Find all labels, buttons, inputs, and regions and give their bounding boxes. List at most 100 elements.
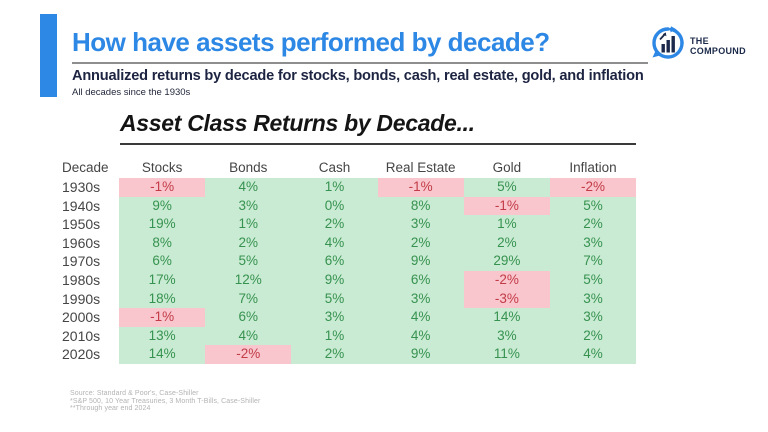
value-cell: 4%	[205, 326, 292, 346]
value-cell: 3%	[377, 289, 464, 309]
value-cell: 2%	[377, 233, 464, 253]
source-note-line: **Through year end 2024	[70, 405, 151, 413]
table-row: 1990s 18% 7% 5% 3% -3% 3%	[62, 289, 637, 309]
value-cell: 19%	[119, 215, 206, 234]
brand-name-line2: COMPOUND	[690, 45, 746, 56]
value-cell: 2%	[463, 233, 550, 253]
value-cell: 11%	[463, 345, 550, 364]
table-row: 2000s -1% 6% 3% 4% 14% 3%	[62, 308, 637, 327]
value-cell: 14%	[463, 308, 550, 327]
table-body: 1930s -1% 4% 1% -1% 5% -2% 1940s 9% 3% 0% 8% -1% 5% 19…	[62, 178, 637, 364]
value-cell: 18%	[119, 289, 206, 309]
chart-title-divider	[120, 143, 636, 145]
value-cell: -1%	[377, 178, 464, 197]
value-cell: 3%	[291, 308, 378, 327]
table-row: 1960s 8% 2% 4% 2% 2% 3%	[62, 233, 637, 253]
decade-cell: 2000s	[62, 308, 119, 327]
decade-cell: 2020s	[62, 345, 119, 364]
table-row: 1940s 9% 3% 0% 8% -1% 5%	[62, 196, 637, 216]
value-cell: 2%	[549, 326, 637, 346]
column-header: Cash	[318, 160, 351, 175]
value-cell: -3%	[463, 289, 550, 309]
decade-cell: 1980s	[62, 270, 119, 290]
table-row: 1930s -1% 4% 1% -1% 5% -2%	[62, 178, 637, 197]
value-cell: 6%	[119, 252, 206, 271]
brand-name-line1: THE	[690, 35, 709, 46]
value-cell: 3%	[205, 196, 292, 216]
decade-cell: 1930s	[62, 178, 119, 197]
table-row: 2020s 14% -2% 2% 9% 11% 4%	[62, 345, 637, 364]
value-cell: 5%	[549, 196, 637, 216]
value-cell: 7%	[205, 289, 292, 309]
value-cell: 5%	[205, 252, 292, 271]
value-cell: 3%	[549, 289, 637, 309]
column-header: Inflation	[569, 160, 617, 175]
value-cell: 2%	[291, 345, 378, 364]
column-header: Stocks	[141, 160, 183, 175]
value-cell: 1%	[205, 215, 292, 234]
column-header: Decade	[62, 160, 109, 175]
value-cell: 2%	[205, 233, 292, 253]
value-cell: 4%	[205, 178, 292, 197]
column-header: Bonds	[229, 160, 268, 175]
value-cell: -2%	[205, 345, 292, 364]
value-cell: 5%	[463, 178, 550, 197]
value-cell: -1%	[119, 308, 206, 327]
value-cell: 1%	[463, 215, 550, 234]
value-cell: 4%	[377, 308, 464, 327]
value-cell: 12%	[205, 270, 292, 290]
brand-logo: THE COMPOUND	[650, 25, 746, 66]
value-cell: 17%	[119, 270, 206, 290]
value-cell: 29%	[463, 252, 550, 271]
source-note-line: Source: Standard & Poor's, Case-Shiller	[70, 390, 199, 397]
title-divider	[72, 62, 648, 64]
value-cell: 4%	[377, 326, 464, 346]
value-cell: 2%	[549, 215, 637, 234]
table-header-row: Decade Stocks Bonds Cash Real Estate Gold Infl…	[62, 157, 636, 178]
value-cell: 9%	[377, 252, 464, 271]
value-cell: 9%	[291, 270, 378, 290]
value-cell: 7%	[549, 252, 637, 271]
returns-table: Decade Stocks Bonds Cash Real Estate Gold Infl…	[62, 157, 637, 364]
source-note-line: *S&P 500, 10 Year Treasuries, 3 Month T-…	[70, 397, 261, 405]
subtitle: Annualized returns by decade for stocks,…	[72, 68, 644, 84]
value-cell: 3%	[463, 326, 550, 346]
value-cell: -1%	[463, 196, 550, 216]
value-cell: 0%	[291, 196, 378, 216]
value-cell: 6%	[291, 252, 378, 271]
table-row: 1950s 19% 1% 2% 3% 1% 2%	[62, 215, 637, 234]
table-row: 2010s 13% 4% 1% 4% 3% 2%	[62, 326, 637, 346]
value-cell: 14%	[119, 345, 206, 364]
table-row: 1970s 6% 5% 6% 9% 29% 7%	[62, 252, 637, 271]
value-cell: 3%	[377, 215, 464, 234]
decade-cell: 1940s	[62, 196, 119, 216]
decade-cell: 1970s	[62, 252, 119, 271]
table-row: 1980s 17% 12% 9% 6% -2% 5%	[62, 270, 637, 290]
value-cell: 8%	[377, 196, 464, 216]
value-cell: 2%	[291, 215, 378, 234]
value-cell: 5%	[291, 289, 378, 309]
accent-bar	[40, 14, 57, 97]
page-title: How have assets performed by decade?	[72, 27, 550, 57]
chart-title: Asset Class Returns by Decade...	[120, 110, 475, 136]
value-cell: -2%	[549, 178, 637, 197]
value-cell: -1%	[119, 178, 206, 197]
value-cell: 6%	[377, 270, 464, 290]
decade-cell: 1960s	[62, 233, 119, 253]
value-cell: 1%	[291, 178, 378, 197]
decade-cell: 1990s	[62, 289, 119, 309]
value-cell: 1%	[291, 326, 378, 346]
value-cell: 4%	[549, 345, 637, 364]
value-cell: 4%	[291, 233, 378, 253]
decade-cell: 2010s	[62, 326, 119, 346]
value-cell: 9%	[119, 196, 206, 216]
value-cell: 3%	[549, 233, 637, 253]
value-cell: 5%	[549, 270, 637, 290]
brand-name: THE COMPOUND	[690, 36, 746, 56]
value-cell: 6%	[205, 308, 292, 327]
decade-cell: 1950s	[62, 215, 119, 234]
value-cell: 8%	[119, 233, 206, 253]
source-notes: Source: Standard & Poor's, Case-Shiller *…	[70, 390, 260, 413]
column-header: Real Estate	[385, 160, 456, 175]
